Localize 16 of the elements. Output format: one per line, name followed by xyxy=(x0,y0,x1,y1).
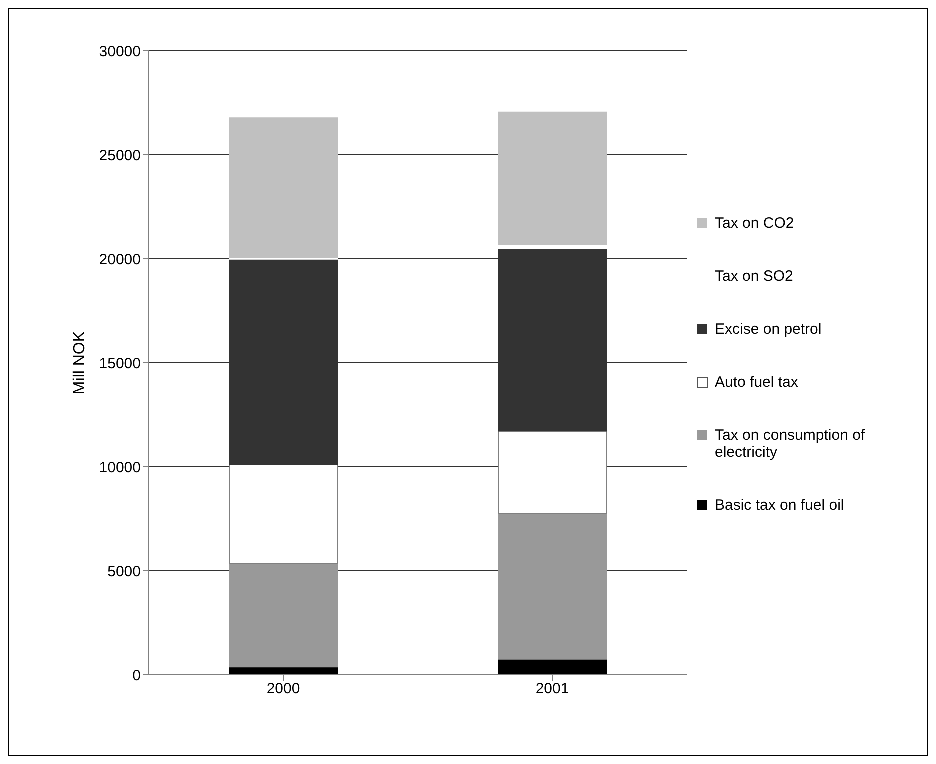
y-tick-label: 10000 xyxy=(99,459,141,476)
y-tick-label: 0 xyxy=(132,667,141,684)
legend-label: Excise on petrol xyxy=(715,320,822,338)
x-tick-label: 2000 xyxy=(266,680,300,698)
text: Auto fuel tax xyxy=(715,374,798,390)
legend-label: Tax on consumption of electricity xyxy=(715,426,866,460)
y-tick-label: 20000 xyxy=(99,251,141,268)
x-tick-label: 2001 xyxy=(536,680,570,698)
y-tick-label: 30000 xyxy=(99,43,141,60)
y-tick-label: 15000 xyxy=(99,355,141,372)
text: Tax on SO2 xyxy=(715,268,794,284)
y-axis-title: Mill NOK xyxy=(72,331,89,395)
legend-label: Tax on CO2 xyxy=(715,214,794,232)
y-tick-label: 5000 xyxy=(108,563,141,580)
y-tick-label: 25000 xyxy=(99,147,141,164)
legend-label: Basic tax on fuel oil xyxy=(715,496,844,514)
